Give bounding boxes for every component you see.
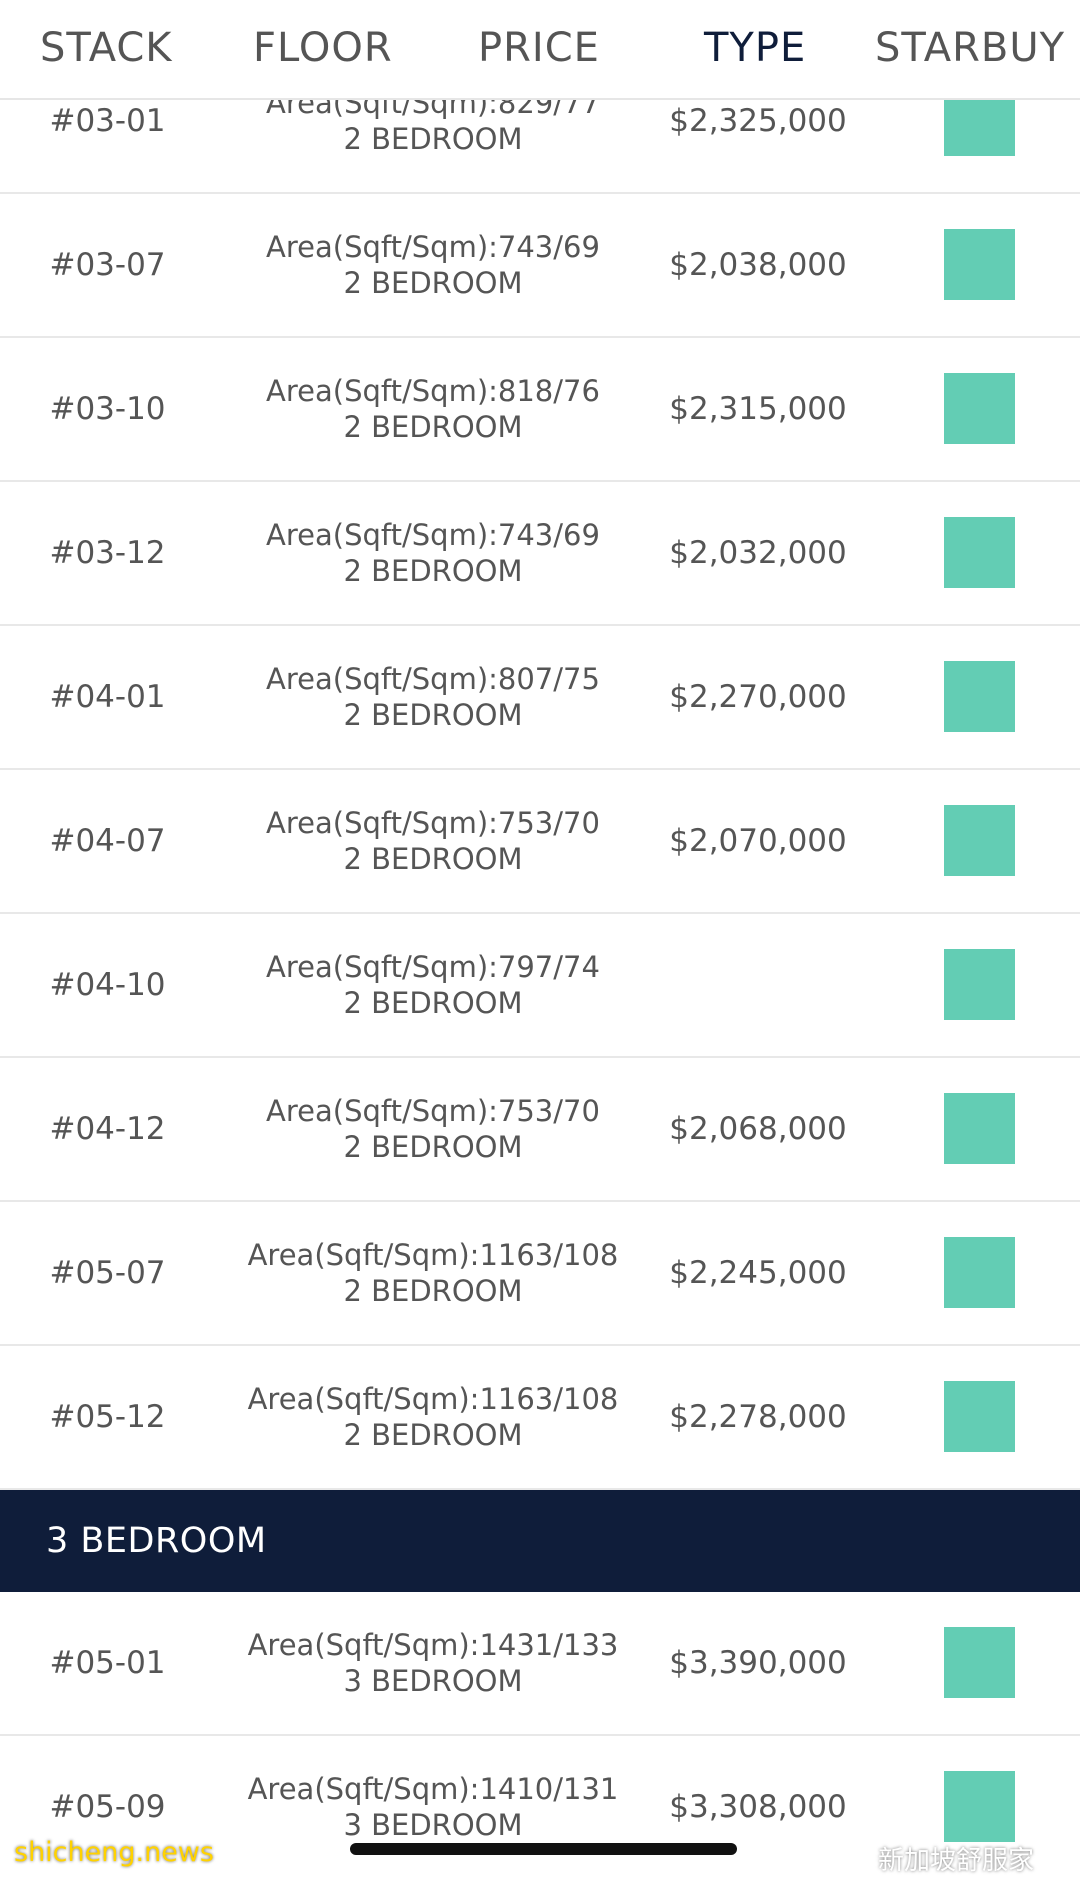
- unit-details: Area(Sqft/Sqm):743/69 2 BEDROOM: [230, 194, 636, 336]
- unit-type: 3 BEDROOM: [343, 1664, 523, 1698]
- column-header-floor[interactable]: FLOOR: [253, 25, 393, 71]
- column-header-price[interactable]: PRICE: [478, 25, 600, 71]
- unit-type: 2 BEDROOM: [343, 842, 523, 876]
- unit-number: #04-10: [49, 967, 166, 1003]
- unit-details: Area(Sqft/Sqm):818/76 2 BEDROOM: [230, 338, 636, 480]
- unit-price: $2,270,000: [669, 679, 847, 715]
- table-row[interactable]: #05-07 Area(Sqft/Sqm):1163/108 2 BEDROOM…: [0, 1202, 1080, 1346]
- table-row[interactable]: #03-10 Area(Sqft/Sqm):818/76 2 BEDROOM $…: [0, 338, 1080, 482]
- unit-details: Area(Sqft/Sqm):1163/108 2 BEDROOM: [230, 1202, 636, 1344]
- unit-type: 2 BEDROOM: [343, 698, 523, 732]
- unit-number: #03-10: [49, 391, 166, 427]
- unit-number: #03-01: [49, 103, 166, 139]
- unit-type: 2 BEDROOM: [343, 1130, 523, 1164]
- starbuy-indicator: [944, 517, 1015, 588]
- unit-price: [650, 914, 866, 1056]
- home-indicator[interactable]: [350, 1843, 737, 1855]
- wechat-icon: [830, 1843, 870, 1873]
- table-row[interactable]: #04-10 Area(Sqft/Sqm):797/74 2 BEDROOM: [0, 914, 1080, 1058]
- unit-number: #05-09: [49, 1789, 166, 1825]
- column-header-type[interactable]: TYPE: [704, 25, 807, 71]
- unit-area: Area(Sqft/Sqm):743/69: [266, 230, 600, 264]
- unit-type: 2 BEDROOM: [343, 554, 523, 588]
- unit-price: $2,325,000: [669, 103, 847, 139]
- section-header-3-bedroom[interactable]: 3 BEDROOM: [0, 1490, 1080, 1592]
- unit-area: Area(Sqft/Sqm):807/75: [266, 662, 600, 696]
- unit-details: Area(Sqft/Sqm):753/70 2 BEDROOM: [230, 770, 636, 912]
- starbuy-indicator: [944, 1093, 1015, 1164]
- table-row[interactable]: #04-07 Area(Sqft/Sqm):753/70 2 BEDROOM $…: [0, 770, 1080, 914]
- table-row[interactable]: #03-07 Area(Sqft/Sqm):743/69 2 BEDROOM $…: [0, 194, 1080, 338]
- unit-area: Area(Sqft/Sqm):753/70: [266, 806, 600, 840]
- starbuy-indicator: [944, 373, 1015, 444]
- starbuy-indicator: [944, 1627, 1015, 1698]
- wechat-watermark: 新加坡舒服家: [830, 1840, 1070, 1876]
- unit-number: #04-07: [49, 823, 166, 859]
- unit-details: Area(Sqft/Sqm):743/69 2 BEDROOM: [230, 482, 636, 624]
- unit-details: Area(Sqft/Sqm):1410/131 3 BEDROOM: [230, 1736, 636, 1878]
- unit-type: 2 BEDROOM: [343, 1274, 523, 1308]
- unit-type: 2 BEDROOM: [343, 266, 523, 300]
- unit-price: $3,390,000: [669, 1645, 847, 1681]
- starbuy-indicator: [944, 1237, 1015, 1308]
- starbuy-indicator: [944, 949, 1015, 1020]
- starbuy-indicator: [944, 1381, 1015, 1452]
- unit-area: Area(Sqft/Sqm):818/76: [266, 374, 600, 408]
- table-row[interactable]: #04-12 Area(Sqft/Sqm):753/70 2 BEDROOM $…: [0, 1058, 1080, 1202]
- unit-price: $2,032,000: [669, 535, 847, 571]
- table-row[interactable]: #05-12 Area(Sqft/Sqm):1163/108 2 BEDROOM…: [0, 1346, 1080, 1490]
- unit-price: $2,315,000: [669, 391, 847, 427]
- unit-type: 2 BEDROOM: [343, 410, 523, 444]
- column-header-starbuy[interactable]: STARBUY: [875, 25, 1066, 71]
- unit-area: Area(Sqft/Sqm):829/77: [266, 98, 600, 120]
- unit-type: 2 BEDROOM: [343, 122, 523, 156]
- unit-area: Area(Sqft/Sqm):1410/131: [247, 1772, 619, 1806]
- unit-area: Area(Sqft/Sqm):1431/133: [247, 1628, 619, 1662]
- unit-type: 2 BEDROOM: [343, 986, 523, 1020]
- unit-details: Area(Sqft/Sqm):797/74 2 BEDROOM: [230, 914, 636, 1056]
- unit-number: #05-01: [49, 1645, 166, 1681]
- unit-details: Area(Sqft/Sqm):807/75 2 BEDROOM: [230, 626, 636, 768]
- unit-area: Area(Sqft/Sqm):753/70: [266, 1094, 600, 1128]
- unit-number: #04-12: [49, 1111, 166, 1147]
- unit-number: #03-07: [49, 247, 166, 283]
- table-row[interactable]: #03-01 Area(Sqft/Sqm):829/77 2 BEDROOM $…: [0, 98, 1080, 194]
- unit-price: $2,278,000: [669, 1399, 847, 1435]
- unit-number: #05-07: [49, 1255, 166, 1291]
- unit-price: $2,245,000: [669, 1255, 847, 1291]
- unit-number: #03-12: [49, 535, 166, 571]
- table-row[interactable]: #04-01 Area(Sqft/Sqm):807/75 2 BEDROOM $…: [0, 626, 1080, 770]
- table-row[interactable]: #03-12 Area(Sqft/Sqm):743/69 2 BEDROOM $…: [0, 482, 1080, 626]
- wechat-account-name: 新加坡舒服家: [878, 1845, 1035, 1876]
- unit-details: Area(Sqft/Sqm):1431/133 3 BEDROOM: [230, 1592, 636, 1734]
- units-table: #03-01 Area(Sqft/Sqm):829/77 2 BEDROOM $…: [0, 98, 1080, 1878]
- starbuy-indicator: [944, 98, 1015, 156]
- unit-type: 3 BEDROOM: [343, 1808, 523, 1842]
- starbuy-indicator: [944, 805, 1015, 876]
- unit-price: $2,038,000: [669, 247, 847, 283]
- starbuy-indicator: [944, 661, 1015, 732]
- unit-price: $2,068,000: [669, 1111, 847, 1147]
- unit-type: 2 BEDROOM: [343, 1418, 523, 1452]
- unit-details: Area(Sqft/Sqm):829/77 2 BEDROOM: [230, 98, 636, 192]
- unit-number: #05-12: [49, 1399, 166, 1435]
- unit-area: Area(Sqft/Sqm):743/69: [266, 518, 600, 552]
- starbuy-indicator: [944, 1771, 1015, 1842]
- unit-number: #04-01: [49, 679, 166, 715]
- table-row[interactable]: #05-01 Area(Sqft/Sqm):1431/133 3 BEDROOM…: [0, 1592, 1080, 1736]
- unit-price: $3,308,000: [669, 1789, 847, 1825]
- column-header-stack[interactable]: STACK: [40, 25, 173, 71]
- site-watermark: shicheng.news: [14, 1837, 214, 1868]
- unit-details: Area(Sqft/Sqm):753/70 2 BEDROOM: [230, 1058, 636, 1200]
- unit-area: Area(Sqft/Sqm):1163/108: [247, 1382, 619, 1416]
- starbuy-indicator: [944, 229, 1015, 300]
- table-header: STACK FLOOR PRICE TYPE STARBUY: [0, 0, 1080, 100]
- unit-area: Area(Sqft/Sqm):1163/108: [247, 1238, 619, 1272]
- unit-area: Area(Sqft/Sqm):797/74: [266, 950, 600, 984]
- unit-details: Area(Sqft/Sqm):1163/108 2 BEDROOM: [230, 1346, 636, 1488]
- unit-price: $2,070,000: [669, 823, 847, 859]
